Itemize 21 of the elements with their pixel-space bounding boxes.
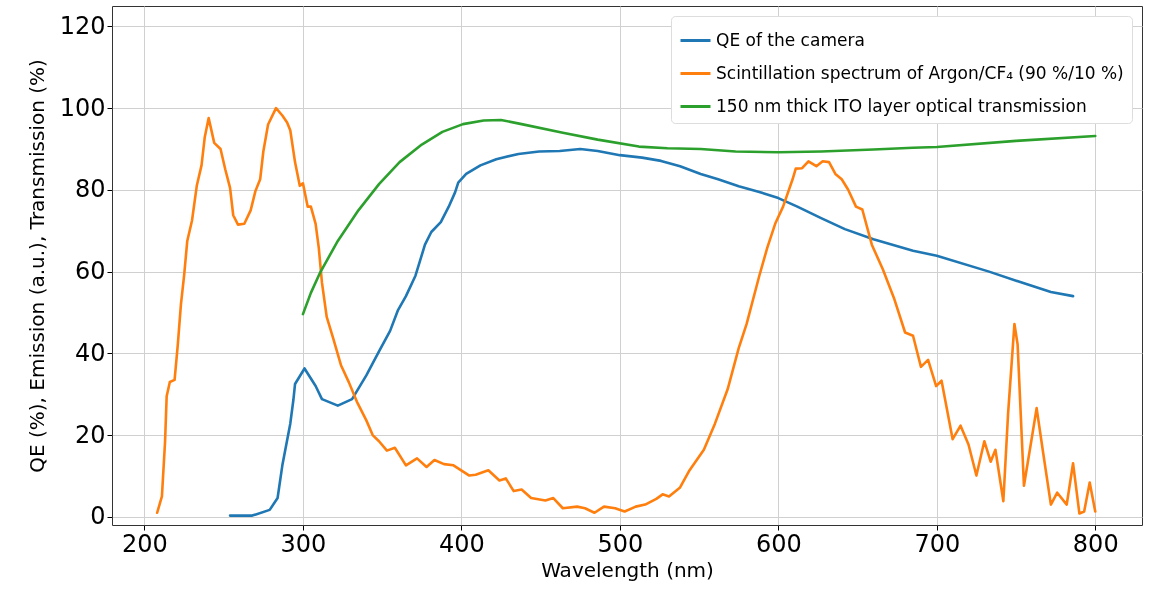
x-axis-title: Wavelength (nm) [541, 557, 714, 582]
y-tick-label: 40 [74, 338, 106, 367]
legend-label: QE of the camera [716, 29, 865, 50]
line-series [301, 118, 1097, 316]
line-series [228, 147, 1075, 517]
x-tick-label: 400 [439, 529, 485, 558]
x-tick-label: 300 [280, 529, 327, 558]
x-tick-label: 700 [914, 529, 961, 558]
y-tick-label: 100 [59, 93, 106, 122]
y-axis-title: QE (%), Emission (a.u.), Transmission (%) [24, 59, 49, 473]
x-tick-label: 500 [597, 529, 644, 558]
y-tick-label: 0 [90, 502, 106, 531]
x-tick-label: 800 [1072, 529, 1119, 558]
y-tick-label: 80 [74, 175, 106, 204]
y-tick-label: 60 [74, 257, 106, 286]
x-tick-label: 600 [755, 529, 802, 558]
legend-label: Scintillation spectrum of Argon/CF₄ (90 %/10 %) [716, 62, 1124, 83]
legend-label: 150 nm thick ITO layer optical transmission [716, 95, 1087, 116]
x-tick-label: 200 [122, 529, 168, 558]
y-tick-label: 20 [74, 420, 106, 449]
y-tick-label: 120 [59, 11, 106, 40]
